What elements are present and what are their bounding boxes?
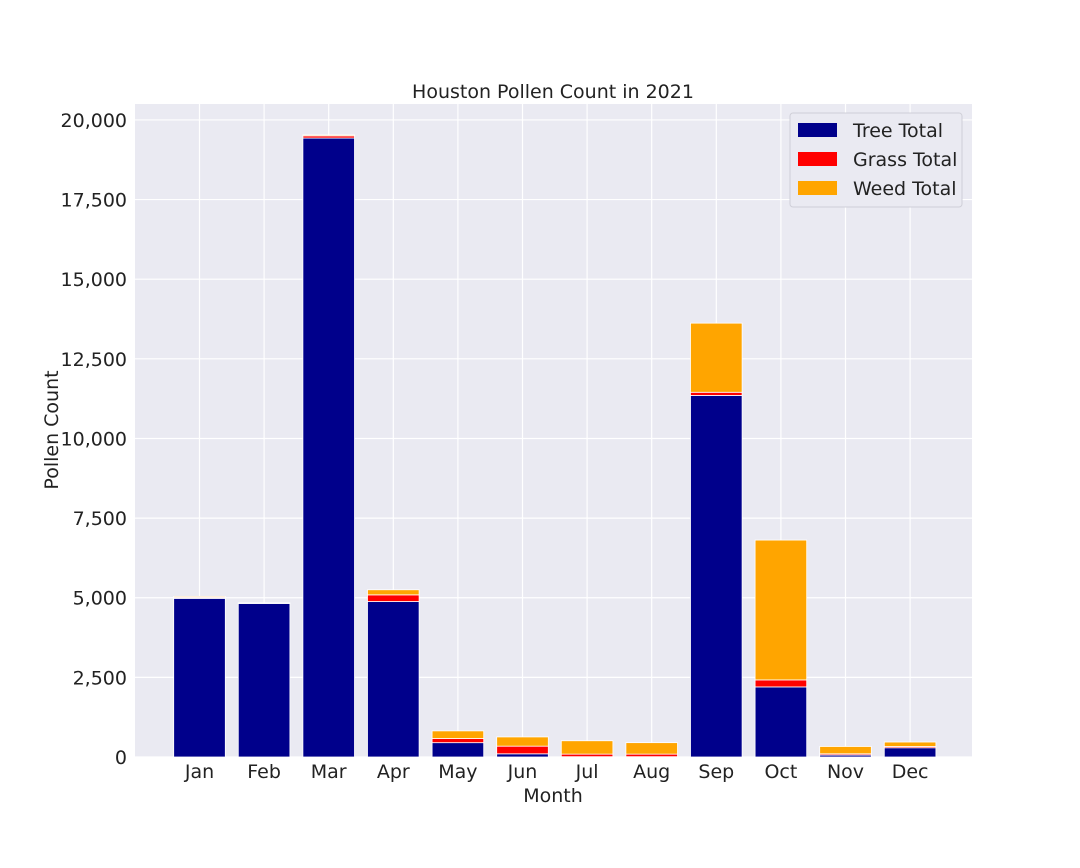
legend-label: Weed Total xyxy=(853,178,957,200)
bar-segment-tree-total xyxy=(174,598,226,757)
x-tick-label: Mar xyxy=(311,761,347,783)
bar-segment-tree-total xyxy=(303,138,355,757)
y-tick-label: 5,000 xyxy=(73,588,127,610)
y-tick-label: 20,000 xyxy=(61,110,127,132)
bar-segment-grass-total xyxy=(497,746,549,754)
y-tick-label: 10,000 xyxy=(61,428,127,450)
y-tick-label: 2,500 xyxy=(73,667,127,689)
x-tick-label: Sep xyxy=(698,761,734,783)
legend-swatch xyxy=(798,181,837,195)
x-tick-label: Dec xyxy=(892,761,929,783)
y-axis-ticks: 0 2,500 5,000 7,500 10,000 12,500 15,000 17,500… xyxy=(61,110,127,769)
x-tick-label: Feb xyxy=(247,761,281,783)
bar-segment-tree-total xyxy=(691,395,743,757)
y-tick-label: 15,000 xyxy=(61,269,127,291)
x-tick-label: Jan xyxy=(184,761,214,783)
x-tick-label: Aug xyxy=(633,761,670,783)
bar-segment-tree-total xyxy=(238,603,290,757)
bar-segment-grass-total xyxy=(432,739,484,743)
bar-segment-grass-total xyxy=(755,680,807,687)
x-axis-ticks: Jan Feb Mar Apr May Jun Jul Aug Sep Oct Nov Dec xyxy=(184,761,929,783)
bar-segment-weed-total xyxy=(755,540,807,680)
bar-segment-tree-total xyxy=(368,602,420,757)
y-tick-label: 12,500 xyxy=(61,349,127,371)
x-tick-label: Apr xyxy=(377,761,410,783)
chart-title: Houston Pollen Count in 2021 xyxy=(412,81,694,103)
bar-segment-tree-total xyxy=(755,687,807,757)
legend: Tree Total Grass Total Weed Total xyxy=(790,113,962,207)
bar-segment-weed-total xyxy=(884,742,936,746)
legend-label: Tree Total xyxy=(852,120,943,142)
bar-segment-tree-total xyxy=(497,754,549,757)
bar-segment-weed-total xyxy=(820,746,872,753)
bar-segment-weed-total xyxy=(368,590,420,595)
bar-segment-tree-total xyxy=(432,743,484,757)
bar-segment-weed-total xyxy=(561,741,613,754)
bar-segment-weed-total xyxy=(303,135,355,136)
x-tick-label: Jul xyxy=(575,761,599,783)
x-tick-label: Jun xyxy=(507,761,538,783)
legend-swatch xyxy=(798,123,837,137)
bar-segment-grass-total xyxy=(691,392,743,395)
y-tick-label: 0 xyxy=(115,747,127,769)
x-tick-label: May xyxy=(438,761,477,783)
bar-segment-weed-total xyxy=(174,596,226,597)
x-tick-label: Oct xyxy=(764,761,797,783)
bar-segment-weed-total xyxy=(691,323,743,392)
x-tick-label: Nov xyxy=(827,761,864,783)
legend-label: Grass Total xyxy=(853,149,957,171)
x-axis-label: Month xyxy=(523,785,583,807)
legend-swatch xyxy=(798,152,837,166)
bar-segment-grass-total xyxy=(368,595,420,602)
bar-segment-weed-total xyxy=(626,743,678,754)
bar-segment-weed-total xyxy=(497,737,549,746)
y-axis-label: Pollen Count xyxy=(41,370,63,489)
y-tick-label: 7,500 xyxy=(73,508,127,530)
y-tick-label: 17,500 xyxy=(61,190,127,212)
bar-segment-weed-total xyxy=(432,731,484,739)
bar-segment-tree-total xyxy=(884,748,936,757)
